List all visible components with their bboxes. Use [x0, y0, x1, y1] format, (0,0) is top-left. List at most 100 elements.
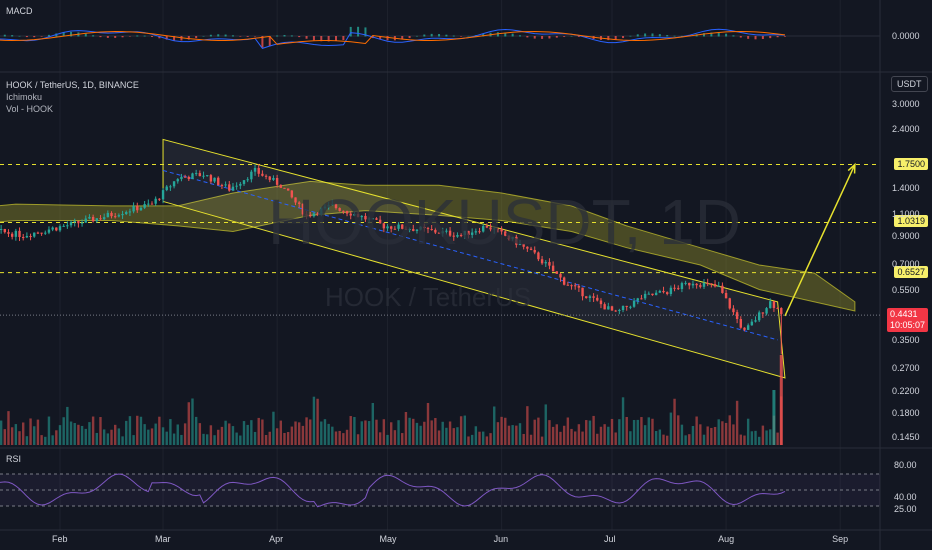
volume-bar: [721, 421, 724, 445]
macd-histogram-bar: [202, 35, 205, 37]
candle-body: [161, 190, 165, 200]
macd-histogram-bar: [460, 36, 463, 37]
arrow-shaft: [784, 164, 856, 317]
volume-bar: [272, 411, 275, 445]
volume-bar: [596, 433, 599, 445]
candle-body: [769, 301, 772, 309]
candle-body: [253, 167, 257, 172]
volume-bar: [367, 421, 371, 445]
candle-body: [62, 225, 65, 227]
macd-histogram-bar: [128, 36, 131, 37]
indicator-ichimoku[interactable]: Ichimoku: [6, 92, 43, 102]
volume-bar: [643, 425, 647, 445]
candle-body: [629, 306, 632, 308]
volume-bar: [724, 422, 728, 445]
candle-body: [0, 228, 3, 230]
candle-body: [728, 298, 731, 309]
volume-bar: [334, 431, 338, 445]
volume-bar: [493, 406, 496, 445]
candle-body: [309, 214, 312, 217]
volume-bar: [518, 423, 522, 445]
candle-body: [121, 214, 124, 216]
candle-body: [312, 213, 316, 217]
macd-histogram-bar: [563, 36, 566, 37]
volume-bar: [353, 416, 356, 445]
volume-bar: [349, 416, 352, 445]
candle-body: [294, 197, 297, 203]
candles: [0, 164, 783, 355]
volume-bar: [459, 416, 463, 445]
macd-histogram-bar: [379, 36, 382, 40]
volume-bar: [570, 428, 573, 445]
volume-bar: [728, 415, 731, 445]
volume-bar: [482, 431, 485, 445]
candle-body: [279, 184, 282, 188]
macd-histogram-bar: [717, 32, 720, 37]
volume-bar: [323, 419, 327, 445]
candle-body: [408, 229, 411, 231]
candle-body: [298, 202, 301, 204]
candle-body: [257, 167, 260, 174]
volume-bar: [680, 424, 684, 445]
candle-body: [102, 217, 106, 220]
price-tick: 0.1800: [892, 407, 920, 418]
watermark-name: HOOK / TetherUS: [325, 282, 532, 312]
volume-bar: [522, 433, 525, 445]
volume-bar: [136, 415, 139, 445]
candle-body: [500, 229, 503, 232]
ichimoku-cloud: [0, 180, 856, 312]
candle-body: [585, 296, 588, 298]
volume-bar: [62, 417, 65, 445]
macd-histogram-bar: [106, 36, 109, 38]
price-tick: 0.1450: [892, 431, 920, 442]
volume-bar: [290, 426, 294, 445]
macd-histogram-bar: [268, 36, 271, 47]
candle-body: [485, 226, 489, 228]
volume-bar: [298, 422, 301, 445]
candle-body: [66, 225, 69, 227]
volume-bar: [327, 423, 330, 445]
candle-body: [533, 249, 536, 253]
volume-bar: [544, 404, 547, 445]
candle-body: [301, 203, 305, 215]
arrow-head: [847, 162, 856, 174]
macd-histogram-bar: [680, 35, 683, 37]
volume-bar: [206, 434, 209, 445]
volume-bar: [673, 398, 676, 445]
candle-body: [213, 177, 216, 182]
rsi-pane: [0, 473, 880, 508]
currency-button[interactable]: USDT: [891, 76, 928, 92]
candle-body: [154, 198, 157, 204]
volume-bar: [220, 426, 224, 445]
candle-body: [673, 287, 676, 289]
candle-body: [415, 229, 419, 231]
volume-bar: [22, 422, 25, 445]
candle-body: [220, 185, 224, 187]
candle-body: [143, 204, 146, 208]
volume-bar: [776, 432, 779, 445]
candle-body: [537, 252, 540, 260]
volume-bar: [158, 416, 161, 445]
channel-midline: [162, 169, 778, 341]
candle-body: [437, 232, 441, 234]
volume-bar: [121, 436, 124, 445]
projection-arrow: [784, 162, 856, 317]
candle-body: [150, 203, 154, 205]
volume-bar: [231, 426, 235, 445]
candle-body: [235, 185, 238, 187]
volume-bar: [769, 429, 772, 445]
volume-bar: [588, 420, 592, 445]
candle-body: [334, 204, 338, 209]
rsi-line: [0, 473, 786, 508]
price-tick: 0.7000: [892, 259, 920, 269]
candle-body: [147, 203, 150, 205]
candle-body: [371, 218, 374, 220]
indicator-volume[interactable]: Vol - HOOK: [6, 104, 54, 114]
candle-body: [250, 171, 253, 180]
candle-body: [746, 325, 750, 330]
price-tick: 0.3500: [892, 335, 920, 345]
candle-body: [183, 176, 187, 178]
candle-body: [699, 285, 702, 287]
macd-histogram-bar: [776, 36, 779, 38]
